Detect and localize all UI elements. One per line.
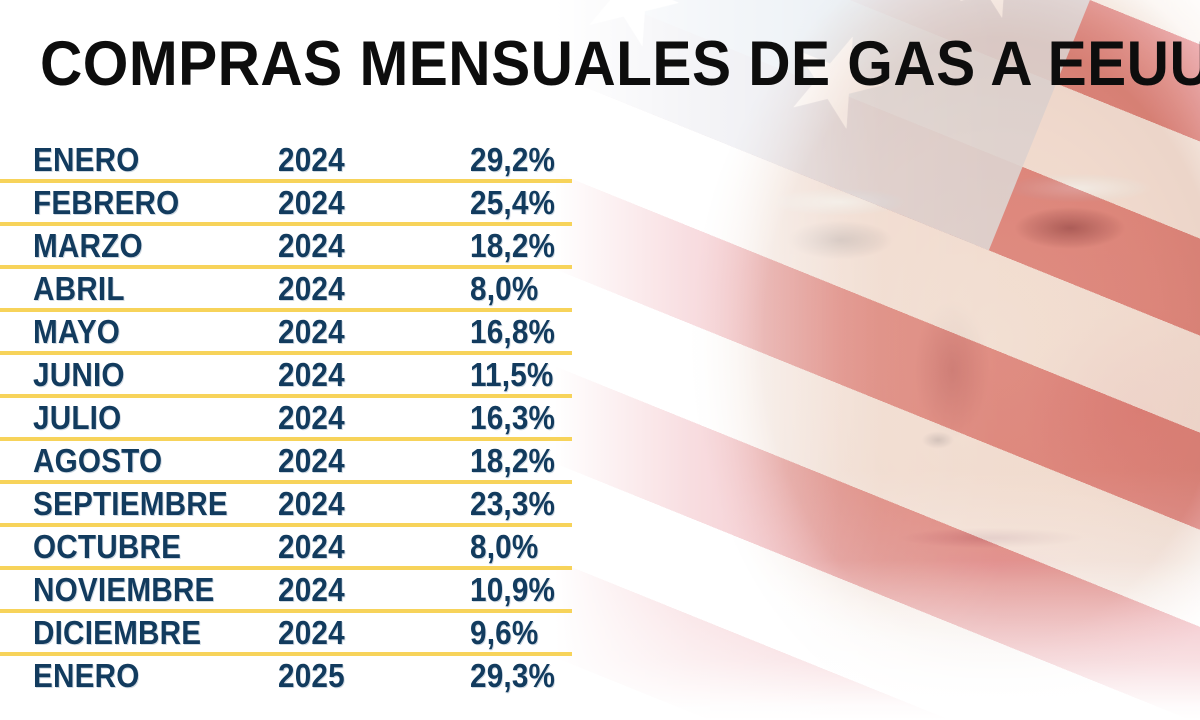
table-row-cells: ABRIL 2024 8,0% <box>0 269 600 312</box>
table-row: ENERO 2024 29,2% <box>0 140 600 183</box>
cell-year: 2024 <box>278 571 345 608</box>
table-row-cells: NOVIEMBRE 2024 10,9% <box>0 570 600 613</box>
cell-value: 23,3% <box>470 485 556 522</box>
cell-year: 2024 <box>278 528 345 565</box>
cell-month: JUNIO <box>33 356 125 393</box>
cell-value: 16,8% <box>470 313 556 350</box>
table-row-cells: ENERO 2025 29,3% <box>0 656 600 699</box>
cell-month: ABRIL <box>33 270 125 307</box>
row-divider <box>0 222 572 226</box>
cell-value: 29,3% <box>470 657 556 694</box>
table-row-cells: MARZO 2024 18,2% <box>0 226 600 269</box>
table-row: MARZO 2024 18,2% <box>0 226 600 269</box>
data-table: ENERO 2024 29,2% FEBRERO 2024 25,4% MARZO 2024 1… <box>0 140 600 699</box>
cell-year: 2024 <box>278 399 345 436</box>
cell-month: ENERO <box>33 141 140 178</box>
cell-value: 10,9% <box>470 571 556 608</box>
table-row-cells: JULIO 2024 16,3% <box>0 398 600 441</box>
table-row: ENERO 2025 29,3% <box>0 656 600 699</box>
cell-month: SEPTIEMBRE <box>33 485 228 522</box>
cell-month: MARZO <box>33 227 143 264</box>
cell-value: 11,5% <box>470 356 554 393</box>
row-divider <box>0 179 572 183</box>
row-divider <box>0 394 572 398</box>
cell-year: 2024 <box>278 313 345 350</box>
cell-value: 29,2% <box>470 141 556 178</box>
cell-month: ENERO <box>33 657 140 694</box>
table-row: JULIO 2024 16,3% <box>0 398 600 441</box>
row-divider <box>0 566 572 570</box>
cell-month: FEBRERO <box>33 184 180 221</box>
cell-value: 18,2% <box>470 227 556 264</box>
cell-value: 18,2% <box>470 442 556 479</box>
cell-year: 2024 <box>278 485 345 522</box>
row-divider <box>0 523 572 527</box>
cell-month: MAYO <box>33 313 121 350</box>
table-row-cells: MAYO 2024 16,8% <box>0 312 600 355</box>
table-row-cells: AGOSTO 2024 18,2% <box>0 441 600 484</box>
table-row: NOVIEMBRE 2024 10,9% <box>0 570 600 613</box>
table-row: JUNIO 2024 11,5% <box>0 355 600 398</box>
table-row-cells: OCTUBRE 2024 8,0% <box>0 527 600 570</box>
cell-value: 8,0% <box>470 270 539 307</box>
cell-value: 9,6% <box>470 614 539 651</box>
row-divider <box>0 652 572 656</box>
table-row: SEPTIEMBRE 2024 23,3% <box>0 484 600 527</box>
row-divider <box>0 265 572 269</box>
table-row: ABRIL 2024 8,0% <box>0 269 600 312</box>
table-row: FEBRERO 2024 25,4% <box>0 183 600 226</box>
table-row: OCTUBRE 2024 8,0% <box>0 527 600 570</box>
cell-year: 2025 <box>278 657 345 694</box>
row-divider <box>0 351 572 355</box>
cell-year: 2024 <box>278 614 345 651</box>
row-divider <box>0 480 572 484</box>
cell-year: 2024 <box>278 442 345 479</box>
row-divider <box>0 609 572 613</box>
table-row-cells: DICIEMBRE 2024 9,6% <box>0 613 600 656</box>
row-divider <box>0 308 572 312</box>
page-title: COMPRAS MENSUALES DE GAS A EEUU <box>40 29 1200 99</box>
cell-year: 2024 <box>278 141 345 178</box>
cell-year: 2024 <box>278 356 345 393</box>
table-row: AGOSTO 2024 18,2% <box>0 441 600 484</box>
table-row-cells: FEBRERO 2024 25,4% <box>0 183 600 226</box>
table-row: MAYO 2024 16,8% <box>0 312 600 355</box>
cell-month: NOVIEMBRE <box>33 571 215 608</box>
table-row-cells: SEPTIEMBRE 2024 23,3% <box>0 484 600 527</box>
cell-year: 2024 <box>278 227 345 264</box>
cell-month: AGOSTO <box>33 442 163 479</box>
cell-value: 25,4% <box>470 184 556 221</box>
table-row: DICIEMBRE 2024 9,6% <box>0 613 600 656</box>
cell-value: 8,0% <box>470 528 539 565</box>
table-row-cells: ENERO 2024 29,2% <box>0 140 600 183</box>
cell-year: 2024 <box>278 184 345 221</box>
cell-year: 2024 <box>278 270 345 307</box>
cell-month: JULIO <box>33 399 122 436</box>
cell-month: DICIEMBRE <box>33 614 202 651</box>
table-row-cells: JUNIO 2024 11,5% <box>0 355 600 398</box>
cell-month: OCTUBRE <box>33 528 182 565</box>
cell-value: 16,3% <box>470 399 556 436</box>
row-divider <box>0 437 572 441</box>
